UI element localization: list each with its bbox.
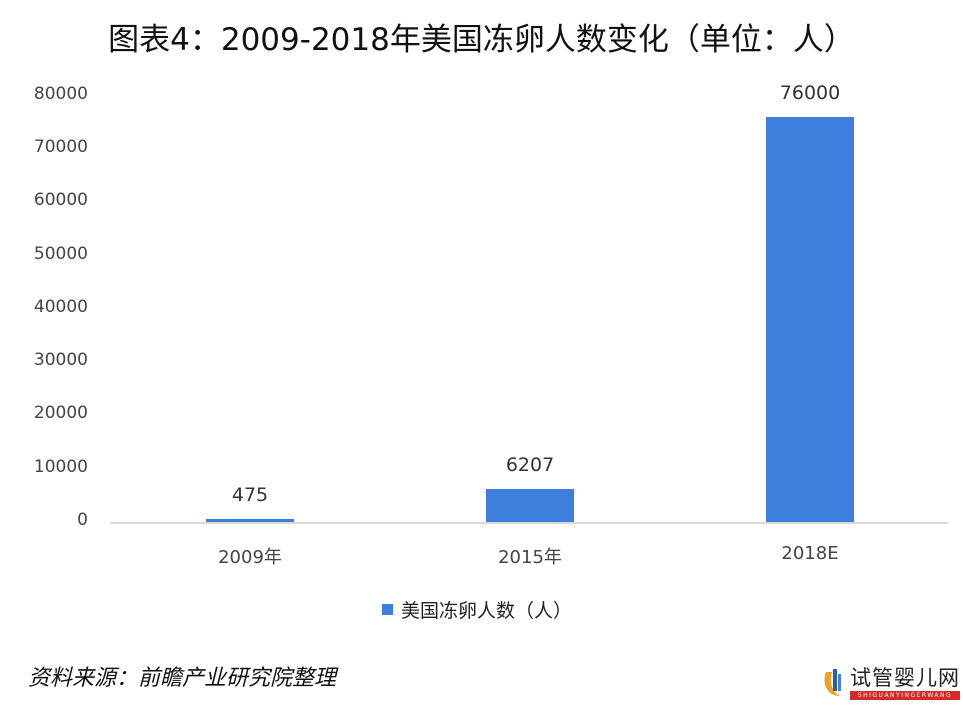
watermark-logo: 试管婴儿网 SHIGUANYINGERWANG <box>822 666 960 700</box>
data-label-2015: 6207 <box>505 454 555 476</box>
x-label: 2009年 <box>218 547 282 568</box>
y-tick: 0 <box>77 510 88 530</box>
logo-text: 试管婴儿网 <box>850 665 960 690</box>
data-label-2009: 475 <box>231 484 269 506</box>
x-label: 2018E <box>781 543 839 564</box>
legend-label: 美国冻卵人数（人） <box>401 600 573 622</box>
logo-subtext: SHIGUANYINGERWANG <box>850 690 960 700</box>
y-tick: 50000 <box>33 244 88 264</box>
y-tick: 40000 <box>33 297 88 317</box>
y-tick: 10000 <box>33 457 88 477</box>
chart-title: 图表4：2009-2018年美国冻卵人数变化（单位：人） <box>108 22 855 58</box>
x-label: 2015年 <box>498 547 562 568</box>
data-label-2018e: 76000 <box>779 82 841 104</box>
y-tick: 80000 <box>33 84 88 104</box>
logo-mark-icon <box>822 666 846 700</box>
y-tick: 30000 <box>33 350 88 370</box>
legend-swatch-icon <box>382 604 393 615</box>
y-tick: 20000 <box>33 403 88 423</box>
bar-2009 <box>206 519 294 522</box>
bar-2018e <box>766 117 854 522</box>
source-note: 资料来源：前瞻产业研究院整理 <box>28 666 337 691</box>
legend: 美国冻卵人数（人） <box>382 596 572 623</box>
x-axis-line <box>110 522 948 524</box>
bar-2015 <box>486 489 574 522</box>
y-tick: 60000 <box>33 190 88 210</box>
y-tick: 70000 <box>33 137 88 157</box>
